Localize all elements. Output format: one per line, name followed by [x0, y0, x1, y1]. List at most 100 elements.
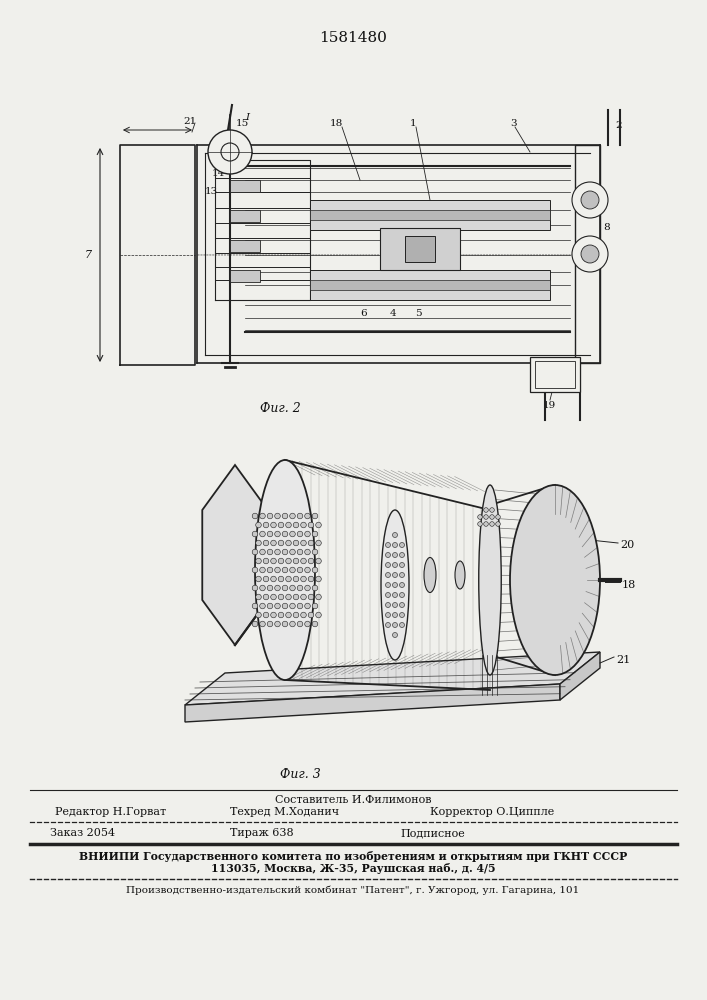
Circle shape: [259, 567, 265, 573]
Ellipse shape: [381, 510, 409, 660]
Circle shape: [305, 603, 310, 609]
Circle shape: [290, 585, 296, 591]
Circle shape: [259, 513, 265, 519]
Circle shape: [208, 130, 252, 174]
Circle shape: [392, 582, 397, 587]
Circle shape: [293, 612, 299, 618]
Circle shape: [312, 567, 318, 573]
Circle shape: [399, 622, 404, 628]
Circle shape: [286, 612, 291, 618]
Text: 1581480: 1581480: [319, 31, 387, 45]
Circle shape: [308, 540, 314, 546]
Text: Корректор О.Циппле: Корректор О.Циппле: [430, 807, 554, 817]
Circle shape: [385, 542, 390, 548]
Circle shape: [399, 612, 404, 617]
Circle shape: [316, 522, 321, 528]
Circle shape: [316, 558, 321, 564]
Circle shape: [297, 567, 303, 573]
Text: 18: 18: [622, 580, 636, 590]
Circle shape: [259, 603, 265, 609]
Circle shape: [256, 612, 262, 618]
Circle shape: [256, 540, 262, 546]
Text: 113035, Москва, Ж-35, Раушская наб., д. 4/5: 113035, Москва, Ж-35, Раушская наб., д. …: [211, 862, 496, 874]
Circle shape: [290, 621, 296, 627]
Circle shape: [263, 612, 269, 618]
Text: Подписное: Подписное: [400, 828, 464, 838]
Bar: [380, 228, 460, 270]
Circle shape: [267, 531, 273, 537]
Text: 6: 6: [360, 310, 367, 318]
Circle shape: [290, 603, 296, 609]
Circle shape: [300, 522, 306, 528]
Circle shape: [496, 522, 501, 526]
Circle shape: [399, 552, 404, 558]
Circle shape: [385, 622, 390, 628]
Bar: [530, 357, 580, 392]
Text: Фиг. 2: Фиг. 2: [260, 401, 300, 414]
Circle shape: [308, 558, 314, 564]
Circle shape: [392, 572, 397, 578]
Text: Тираж 638: Тираж 638: [230, 828, 293, 838]
Circle shape: [271, 594, 276, 600]
Bar: [310, 270, 550, 300]
Circle shape: [297, 513, 303, 519]
Circle shape: [297, 621, 303, 627]
Circle shape: [263, 540, 269, 546]
Ellipse shape: [424, 558, 436, 592]
Bar: [535, 361, 575, 388]
Polygon shape: [185, 684, 560, 722]
Circle shape: [572, 236, 608, 272]
Circle shape: [392, 612, 397, 617]
Circle shape: [308, 612, 314, 618]
Circle shape: [252, 531, 258, 537]
Circle shape: [385, 582, 390, 587]
Circle shape: [581, 245, 599, 263]
Circle shape: [392, 532, 397, 538]
Circle shape: [312, 603, 318, 609]
Text: Составитель И.Филимонов: Составитель И.Филимонов: [275, 795, 431, 805]
Circle shape: [392, 592, 397, 597]
Circle shape: [385, 592, 390, 597]
Circle shape: [263, 594, 269, 600]
Circle shape: [259, 621, 265, 627]
Circle shape: [275, 567, 280, 573]
Circle shape: [259, 531, 265, 537]
Circle shape: [392, 633, 397, 638]
Circle shape: [275, 513, 280, 519]
Ellipse shape: [455, 561, 465, 589]
Text: 18: 18: [330, 119, 344, 128]
Circle shape: [312, 585, 318, 591]
Circle shape: [484, 508, 489, 512]
Circle shape: [282, 621, 288, 627]
Circle shape: [259, 549, 265, 555]
Text: Фиг. 3: Фиг. 3: [280, 768, 321, 782]
Circle shape: [399, 562, 404, 568]
Circle shape: [305, 585, 310, 591]
Circle shape: [300, 558, 306, 564]
Circle shape: [278, 576, 284, 582]
Circle shape: [267, 567, 273, 573]
Circle shape: [293, 522, 299, 528]
Circle shape: [278, 522, 284, 528]
Circle shape: [282, 585, 288, 591]
Circle shape: [392, 552, 397, 558]
Circle shape: [278, 540, 284, 546]
Text: 16: 16: [212, 140, 226, 149]
Circle shape: [252, 567, 258, 573]
Circle shape: [293, 558, 299, 564]
Circle shape: [392, 562, 397, 568]
Bar: [230, 180, 260, 192]
Circle shape: [312, 531, 318, 537]
Circle shape: [581, 191, 599, 209]
Circle shape: [256, 522, 262, 528]
Text: Техред М.Ходанич: Техред М.Ходанич: [230, 807, 339, 817]
Circle shape: [252, 603, 258, 609]
Bar: [230, 210, 260, 222]
Bar: [230, 270, 260, 282]
Circle shape: [399, 602, 404, 607]
Ellipse shape: [510, 485, 600, 675]
Circle shape: [256, 594, 262, 600]
Circle shape: [275, 531, 280, 537]
Circle shape: [278, 558, 284, 564]
Text: 5: 5: [415, 310, 421, 318]
